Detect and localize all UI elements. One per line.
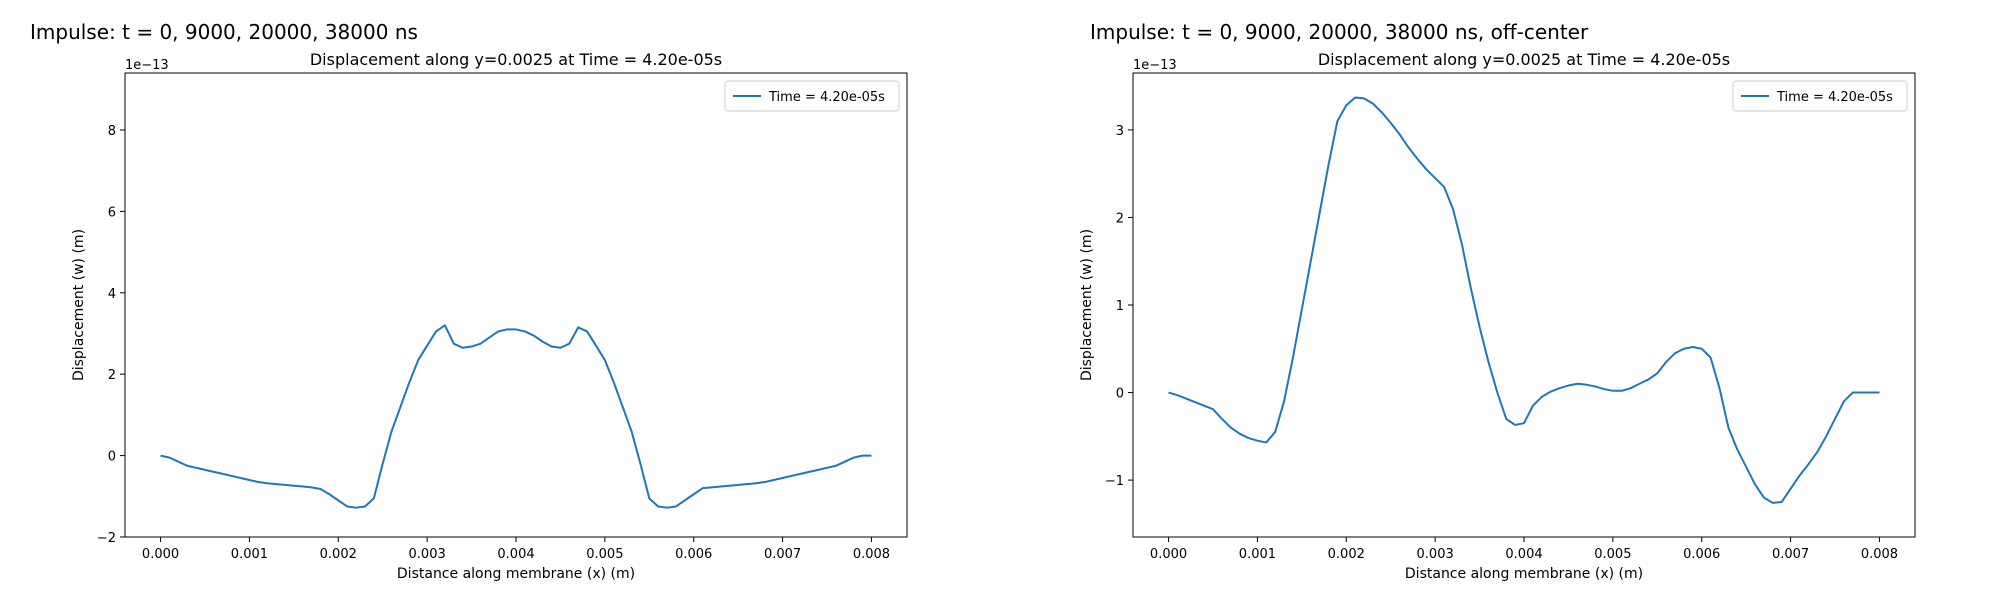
x-tick-label: 0.000 — [142, 547, 179, 562]
x-tick-label: 0.007 — [1772, 547, 1809, 562]
legend-label: Time = 4.20e-05s — [768, 90, 885, 105]
axes-frame — [1132, 72, 1916, 538]
x-tick-label: 0.005 — [586, 547, 623, 562]
y-tick-label: 2 — [1116, 211, 1124, 226]
legend: Time = 4.20e-05s — [1732, 80, 1908, 112]
x-tick-label: 0.006 — [1683, 547, 1720, 562]
x-tick-label: 0.006 — [675, 547, 712, 562]
x-tick-label: 0.003 — [1417, 547, 1454, 562]
x-tick-label: 0.000 — [1150, 547, 1187, 562]
y-tick-label: 1 — [1116, 299, 1124, 314]
figure-title-left: Impulse: t = 0, 9000, 20000, 38000 ns — [30, 20, 418, 44]
x-tick-label: 0.005 — [1594, 547, 1631, 562]
y-scale-label: 1e−13 — [1133, 58, 1177, 73]
y-tick-label: −1 — [1105, 474, 1124, 489]
x-tick-label: 0.002 — [320, 547, 357, 562]
legend-label: Time = 4.20e-05s — [1776, 90, 1893, 105]
x-tick-label: 0.007 — [764, 547, 801, 562]
y-tick-label: 8 — [108, 124, 116, 139]
x-axis-label: Distance along membrane (x) (m) — [397, 566, 635, 582]
y-tick-label: 2 — [108, 368, 116, 383]
x-tick-label: 0.004 — [1505, 547, 1542, 562]
x-axis-label: Distance along membrane (x) (m) — [1405, 566, 1643, 582]
axes-frame — [124, 72, 908, 538]
x-tick-label: 0.004 — [497, 547, 534, 562]
y-tick-label: 6 — [108, 205, 116, 220]
x-tick-label: 0.001 — [1239, 547, 1276, 562]
chart-title: Displacement along y=0.0025 at Time = 4.… — [310, 50, 722, 69]
y-tick-label: 4 — [108, 287, 116, 302]
y-axis-label: Displacement (w) (m) — [71, 229, 87, 381]
figure-title-right: Impulse: t = 0, 9000, 20000, 38000 ns, o… — [1090, 20, 1589, 44]
x-tick-label: 0.002 — [1328, 547, 1365, 562]
y-scale-label: 1e−13 — [125, 58, 169, 73]
series-line — [160, 324, 872, 509]
legend: Time = 4.20e-05s — [724, 80, 900, 112]
x-tick-label: 0.001 — [231, 547, 268, 562]
series-line — [1168, 96, 1880, 504]
x-tick-label: 0.003 — [409, 547, 446, 562]
legend-box — [1732, 80, 1908, 112]
x-tick-label: 0.008 — [853, 547, 890, 562]
y-tick-label: 3 — [1116, 124, 1124, 139]
chart-left: Displacement along y=0.0025 at Time = 4.… — [71, 50, 908, 582]
chart-title: Displacement along y=0.0025 at Time = 4.… — [1318, 50, 1730, 69]
y-tick-label: 0 — [1116, 387, 1124, 402]
chart-right: Displacement along y=0.0025 at Time = 4.… — [1079, 50, 1916, 582]
y-axis-label: Displacement (w) (m) — [1079, 229, 1095, 381]
y-tick-label: −2 — [97, 531, 116, 546]
y-tick-label: 0 — [108, 450, 116, 465]
legend-box — [724, 80, 900, 112]
x-tick-label: 0.008 — [1861, 547, 1898, 562]
